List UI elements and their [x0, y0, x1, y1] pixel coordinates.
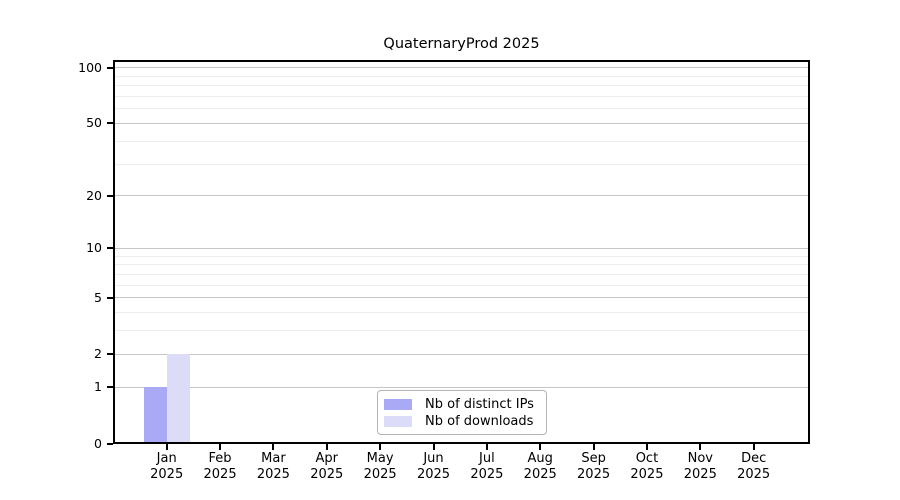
x-axis-tick	[592, 444, 595, 450]
y-axis-tick-label: 100	[78, 59, 102, 75]
y-axis-tick-label: 0	[94, 436, 102, 451]
x-axis-month: Sep	[581, 451, 606, 466]
x-axis-tick	[379, 444, 382, 450]
bar-downloads-jan	[166, 354, 190, 444]
x-axis-tick-label: Nov 2025	[670, 451, 730, 482]
x-axis-tick-label: May 2025	[350, 451, 410, 482]
x-axis-year: 2025	[416, 466, 451, 482]
gridline-major	[114, 386, 809, 388]
x-axis-month: Apr	[315, 451, 339, 466]
gridline-minor	[114, 273, 809, 275]
x-axis-year: 2025	[150, 466, 184, 482]
x-axis-tick-label: Feb 2025	[190, 451, 250, 482]
x-axis-year: 2025	[523, 466, 557, 482]
legend-swatch-distinct-ips	[384, 399, 412, 410]
x-axis-tick	[485, 444, 488, 450]
y-axis-tick	[107, 66, 113, 69]
gridline-minor	[114, 95, 809, 97]
x-axis-tick	[432, 444, 435, 450]
y-axis-tick-label: 2	[94, 346, 102, 362]
gridline-minor	[114, 163, 809, 165]
gridline-minor	[114, 75, 809, 77]
plot-frame	[113, 60, 810, 444]
gridline-minor	[114, 140, 809, 142]
x-axis-month: Nov	[687, 451, 713, 466]
x-axis-year: 2025	[737, 466, 771, 482]
legend: Nb of distinct IPs Nb of downloads	[377, 390, 547, 435]
gridline-major	[114, 353, 809, 355]
y-axis-tick-label: 1	[94, 379, 102, 395]
x-axis-year: 2025	[256, 466, 290, 482]
x-axis-month: Oct	[635, 451, 659, 466]
x-axis-year: 2025	[203, 466, 237, 482]
gridline-major	[114, 122, 809, 124]
x-axis-tick-label: Dec 2025	[724, 451, 784, 482]
x-axis-year: 2025	[363, 466, 397, 482]
gridline-major	[114, 67, 809, 69]
gridline-major	[114, 195, 809, 197]
x-axis-tick	[272, 444, 275, 450]
x-axis-tick-label: Oct 2025	[617, 451, 677, 482]
x-axis-tick-label: Apr 2025	[297, 451, 357, 482]
x-axis-tick-label: Jan 2025	[137, 451, 197, 482]
y-axis-tick	[107, 122, 113, 125]
x-axis-month: Jan	[156, 451, 177, 466]
legend-label-downloads: Nb of downloads	[425, 414, 534, 429]
x-axis-tick	[699, 444, 702, 450]
x-axis-tick	[752, 444, 755, 450]
gridline-minor	[114, 108, 809, 110]
x-axis-year: 2025	[470, 466, 504, 482]
y-axis-tick	[107, 443, 113, 445]
legend-swatch-downloads	[384, 416, 412, 427]
y-axis-tick-label: 50	[86, 115, 102, 131]
x-axis-tick	[165, 444, 168, 450]
legend-entry-distinct-ips: Nb of distinct IPs	[384, 396, 538, 413]
gridline-major	[114, 297, 809, 299]
x-axis-month: Feb	[208, 451, 232, 466]
x-axis-tick-label: Sep 2025	[564, 451, 624, 482]
legend-label-distinct-ips: Nb of distinct IPs	[425, 397, 534, 412]
x-axis-month: Jun	[423, 451, 444, 466]
chart-title: QuaternaryProd 2025	[383, 36, 540, 52]
y-axis-tick	[107, 386, 113, 389]
x-axis-month: Dec	[741, 451, 767, 466]
gridline-minor	[114, 85, 809, 87]
y-axis-tick-label: 10	[86, 240, 102, 256]
y-axis-tick	[107, 194, 113, 197]
x-axis-year: 2025	[683, 466, 717, 482]
gridline-minor	[114, 312, 809, 314]
x-axis-tick	[539, 444, 542, 450]
x-axis-tick	[325, 444, 328, 450]
bar-distinct-ips-jan	[143, 387, 167, 444]
x-axis-tick	[219, 444, 222, 450]
x-axis-month: Jul	[479, 451, 495, 466]
gridline-minor	[114, 330, 809, 332]
x-axis-year: 2025	[630, 466, 664, 482]
y-axis-tick	[107, 247, 113, 250]
gridline-major	[114, 247, 809, 249]
gridline-minor	[114, 255, 809, 257]
x-axis-tick-label: Jul 2025	[457, 451, 517, 482]
y-axis-tick	[107, 353, 113, 356]
y-axis-tick	[107, 296, 113, 299]
y-axis-tick-label: 5	[94, 289, 102, 305]
x-axis-year: 2025	[310, 466, 344, 482]
x-axis-tick-label: Mar 2025	[243, 451, 303, 482]
x-axis-month: Aug	[527, 451, 553, 466]
x-axis-month: May	[366, 451, 394, 466]
y-axis-tick-label: 20	[86, 187, 102, 203]
x-axis-month: Mar	[261, 451, 286, 466]
legend-entry-downloads: Nb of downloads	[384, 413, 538, 430]
x-axis-tick-label: Jun 2025	[404, 451, 464, 482]
gridline-minor	[114, 264, 809, 266]
x-axis-year: 2025	[577, 466, 611, 482]
gridline-minor	[114, 284, 809, 286]
x-axis-tick-label: Aug 2025	[510, 451, 570, 482]
x-axis-tick	[645, 444, 648, 450]
